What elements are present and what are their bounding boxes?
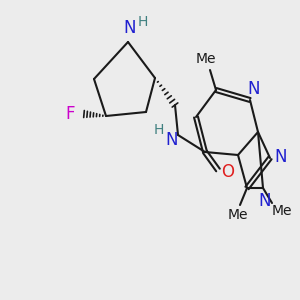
Text: Me: Me (196, 52, 216, 66)
Text: Me: Me (272, 204, 292, 218)
Text: N: N (166, 131, 178, 149)
Text: O: O (221, 163, 235, 181)
Text: H: H (154, 123, 164, 137)
Text: H: H (138, 15, 148, 29)
Text: Me: Me (228, 208, 248, 222)
Text: N: N (248, 80, 260, 98)
Text: F: F (65, 105, 75, 123)
Text: N: N (124, 19, 136, 37)
Text: N: N (259, 192, 271, 210)
Text: N: N (275, 148, 287, 166)
